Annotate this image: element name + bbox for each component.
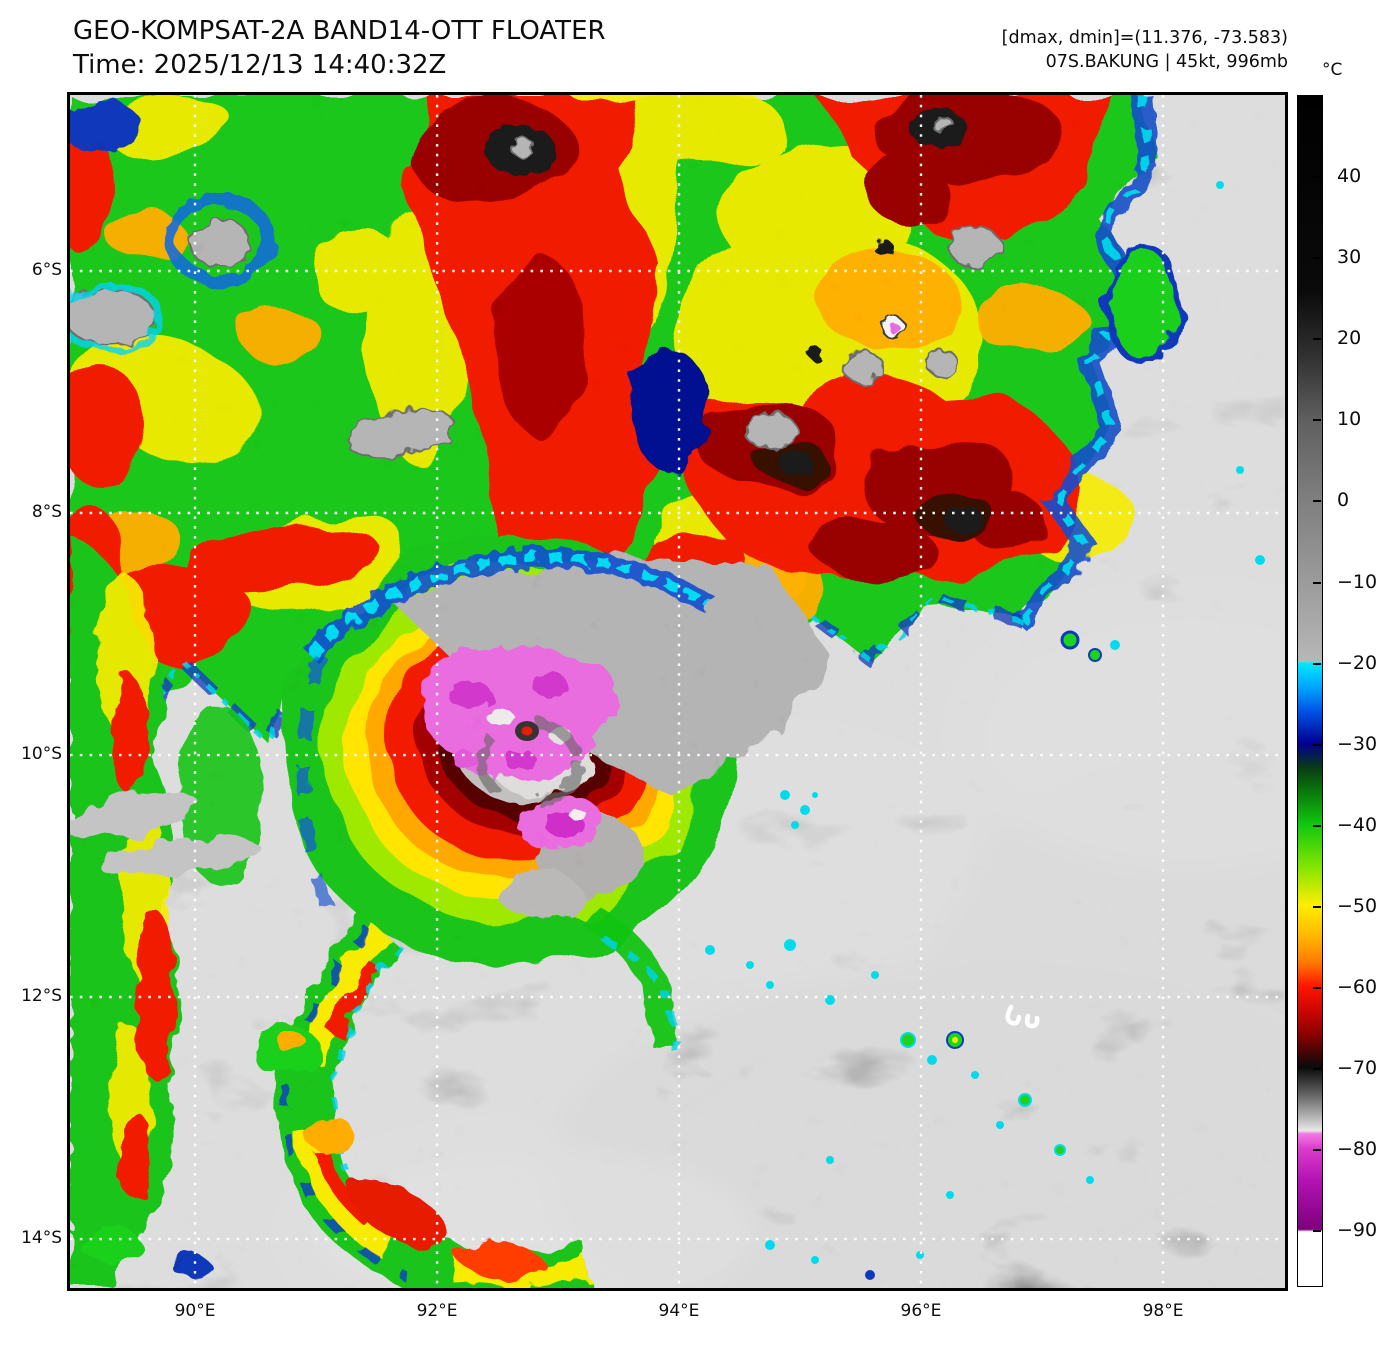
- lon-tick-label: 94°E: [658, 1301, 700, 1321]
- colorbar-tick-mark: [1313, 905, 1321, 908]
- colorbar-tick-label: −60: [1337, 975, 1378, 998]
- lon-tick-label: 90°E: [174, 1301, 216, 1321]
- lat-tick-label: 14°S: [21, 1228, 62, 1249]
- image-noise-overlay: [70, 95, 1285, 1288]
- colorbar-tick-mark: [1313, 257, 1321, 260]
- colorbar-tick-label: −20: [1337, 651, 1378, 674]
- timestamp: Time: 2025/12/13 14:40:32Z: [73, 50, 447, 80]
- colorbar-tick-label: 30: [1337, 246, 1362, 269]
- lat-tick-label: 8°S: [31, 502, 62, 523]
- colorbar-tick-label: 10: [1337, 408, 1362, 431]
- lat-tick-label: 10°S: [21, 744, 62, 765]
- colorbar-tick-label: −10: [1337, 570, 1378, 593]
- colorbar-tick-mark: [1313, 176, 1321, 179]
- colorbar-tick-label: −30: [1337, 732, 1378, 755]
- colorbar-unit-label: °C: [1322, 60, 1343, 80]
- bright-cloud-mark: [1005, 1004, 1040, 1029]
- title-block: GEO-KOMPSAT-2A BAND14-OTT FLOATER Time: …: [73, 14, 606, 82]
- info-block: [dmax, dmin]=(11.376, -73.583) 07S.BAKUN…: [1002, 26, 1288, 74]
- colorbar-tick-mark: [1313, 500, 1321, 503]
- lon-tick-label: 92°E: [416, 1301, 458, 1321]
- colorbar-tick-mark: [1313, 419, 1321, 422]
- satellite-image: [70, 95, 1285, 1288]
- lat-tick-label: 12°S: [21, 986, 62, 1007]
- colorbar-tick-mark: [1313, 338, 1321, 341]
- lon-tick-label: 96°E: [900, 1301, 942, 1321]
- colorbar-tick-label: 40: [1337, 165, 1362, 188]
- colorbar-tick-mark: [1313, 581, 1321, 584]
- colorbar-tick-mark: [1313, 1068, 1321, 1071]
- colorbar-tick-label: −70: [1337, 1057, 1378, 1080]
- colorbar-tick-mark: [1313, 1149, 1321, 1152]
- lon-tick-label: 98°E: [1142, 1301, 1184, 1321]
- colorbar-tick-label: −40: [1337, 813, 1378, 836]
- dmax-dmin-readout: [dmax, dmin]=(11.376, -73.583): [1001, 28, 1288, 48]
- colorbar-tick-mark: [1313, 824, 1321, 827]
- colorbar-tick-label: 20: [1337, 327, 1362, 350]
- colorbar-tick-label: 0: [1337, 489, 1350, 512]
- colorbar-tick-mark: [1313, 1230, 1321, 1233]
- satellite-map: Copyright © 2020-2025 Dapiya: [67, 92, 1288, 1291]
- colorbar-tick-mark: [1313, 986, 1321, 989]
- colorbar-tick-mark: [1313, 743, 1321, 746]
- temperature-colorbar: [1297, 95, 1323, 1287]
- colorbar-tick-label: −50: [1337, 894, 1378, 917]
- storm-info: 07S.BAKUNG | 45kt, 996mb: [1045, 52, 1288, 72]
- colorbar-tick-label: −80: [1337, 1138, 1378, 1161]
- page-title: GEO-KOMPSAT-2A BAND14-OTT FLOATER: [73, 16, 606, 46]
- colorbar-tick-label: −90: [1337, 1219, 1378, 1242]
- lat-tick-label: 6°S: [31, 259, 62, 280]
- colorbar-tick-mark: [1313, 662, 1321, 665]
